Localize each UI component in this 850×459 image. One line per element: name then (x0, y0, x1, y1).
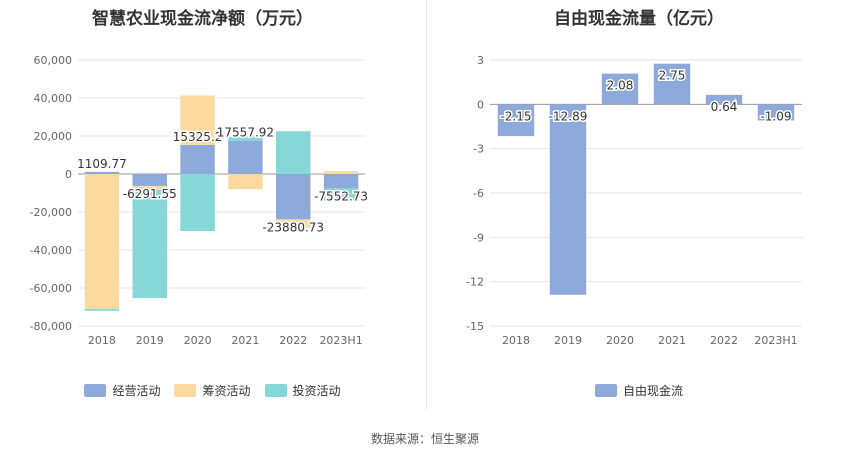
data-label: -2.15 (500, 109, 531, 123)
y-tick-label: -40,000 (30, 244, 72, 257)
bar (653, 63, 691, 105)
data-source: 数据来源：恒生聚源 (370, 432, 479, 446)
legend-swatch (264, 384, 287, 397)
y-tick-label: 3 (477, 54, 484, 67)
y-tick-label: -12 (466, 276, 484, 289)
bar (84, 308, 120, 311)
data-label: -7552.73 (314, 189, 368, 203)
bar (84, 171, 120, 174)
legend-label: 自由现金流 (622, 384, 683, 398)
x-tick-label: 2020 (606, 334, 634, 347)
y-tick-label: -6 (473, 187, 484, 200)
data-label: 17557.92 (217, 126, 274, 140)
x-tick-label: 2019 (554, 334, 582, 347)
bar (323, 188, 359, 201)
bar (84, 174, 120, 309)
y-tick-label: -80,000 (30, 320, 72, 333)
bar (276, 219, 311, 228)
cash-flow-chart: 60,000 40,000 20,000 0 -20,000 -40,000 -60,000… (30, 54, 370, 347)
y-tick-label: -3 (473, 143, 484, 156)
x-tick-label: 2021 (231, 334, 259, 347)
bar (132, 174, 167, 186)
chart-legend: 自由现金流 (428, 382, 850, 399)
cash-flow-chart-panel: 智慧农业现金流净额（万元） 60,000 40,000 20,000 0 -20,000… (0, 0, 425, 410)
y-tick-label: 20,000 (34, 130, 73, 143)
y-tick-label: -60,000 (30, 282, 72, 295)
bar (180, 174, 215, 231)
y-tick-label: 60,000 (34, 54, 73, 67)
legend-swatch (84, 384, 107, 397)
data-label: 1109.77 (77, 157, 127, 171)
bar (228, 140, 263, 174)
bar (601, 73, 639, 105)
legend-label: 投资活动 (292, 384, 341, 398)
chart-title: 智慧农业现金流净额（万元） (92, 9, 313, 29)
x-tick-label: 2022 (710, 334, 738, 347)
bar (276, 131, 311, 174)
bar (228, 174, 263, 190)
y-tick-label: -20,000 (30, 206, 72, 219)
legend-item-financing[interactable]: 筹资活动 (174, 382, 251, 399)
legend-item-investing[interactable]: 投资活动 (264, 382, 341, 399)
y-tick-label: 0 (477, 98, 484, 111)
panel-divider (426, 0, 427, 410)
x-tick-label: 2023H1 (319, 334, 362, 347)
legend-label: 筹资活动 (202, 384, 251, 398)
data-label: -12.89 (549, 109, 588, 123)
bar (132, 189, 167, 299)
bar (705, 94, 743, 105)
data-label: -23880.73 (262, 220, 324, 234)
y-tick-label: 0 (65, 168, 72, 181)
legend-item-free-cash-flow[interactable]: 自由现金流 (594, 382, 683, 399)
bar (323, 171, 359, 174)
data-label: -1.09 (760, 109, 791, 123)
data-label: -6291.55 (123, 187, 177, 201)
data-label: 2.08 (607, 79, 634, 93)
y-tick-label: -15 (466, 320, 484, 333)
bar (323, 174, 359, 189)
x-tick-label: 2021 (658, 334, 686, 347)
bar (757, 104, 795, 121)
chart-title: 自由现金流量（亿元） (554, 9, 724, 29)
bar (180, 95, 215, 145)
chart-legend: 经营活动 筹资活动 投资活动 (0, 382, 425, 399)
bar (180, 144, 215, 174)
x-tick-label: 2018 (502, 334, 530, 347)
bar (276, 174, 311, 220)
free-cash-flow-chart: 3 0 -3 -6 -9 -12 -15 2018 2019 2020 2021 2022 2023H1… (466, 54, 802, 347)
bar (132, 185, 167, 190)
data-label: 0.64 (711, 100, 738, 114)
bar (228, 136, 263, 141)
y-tick-label: 40,000 (34, 92, 73, 105)
y-tick-label: -9 (473, 231, 484, 244)
legend-swatch (174, 384, 197, 397)
legend-item-operating[interactable]: 经营活动 (84, 382, 160, 399)
x-tick-label: 2022 (279, 334, 307, 347)
x-tick-label: 2019 (136, 334, 164, 347)
bar (497, 104, 535, 137)
data-label: 15325.2 (173, 130, 223, 144)
legend-label: 经营活动 (112, 384, 161, 398)
x-tick-label: 2023H1 (754, 334, 797, 347)
bar (549, 104, 587, 295)
x-tick-label: 2020 (184, 334, 212, 347)
free-cash-flow-chart-panel: 自由现金流量（亿元） 3 0 -3 -6 -9 -12 -15 2018 2019 2020 202… (428, 0, 850, 410)
legend-swatch (594, 384, 617, 397)
x-tick-label: 2018 (88, 334, 116, 347)
data-label: 2.75 (659, 69, 686, 83)
